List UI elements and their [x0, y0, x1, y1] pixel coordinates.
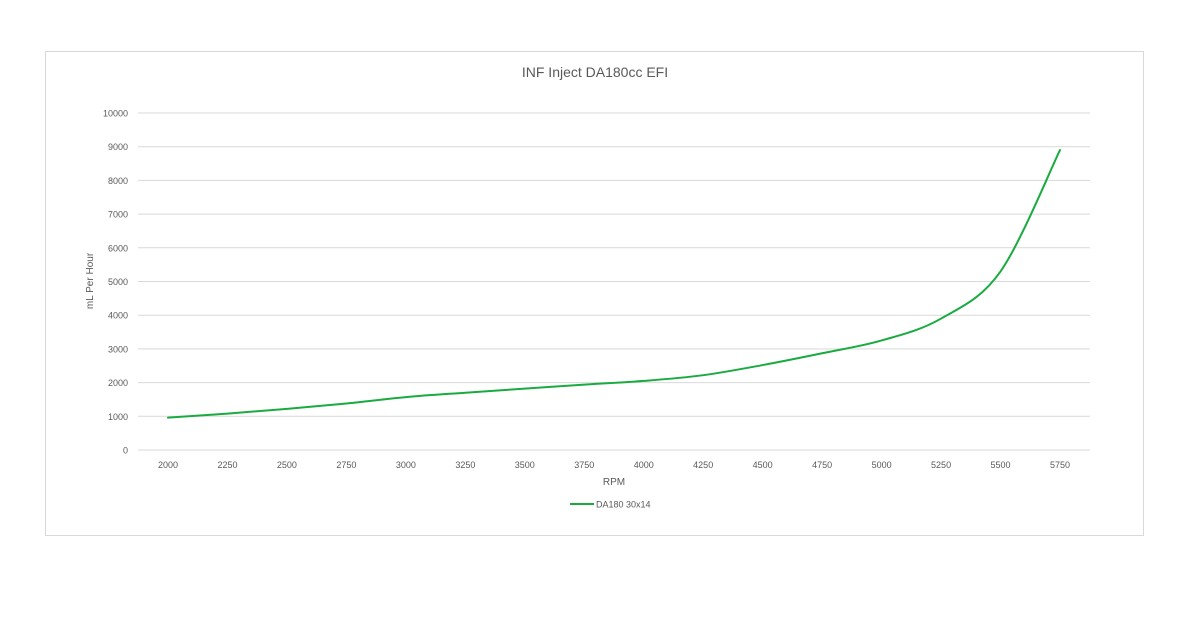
x-tick-label: 2250	[217, 460, 237, 470]
series-lines	[167, 149, 1061, 419]
x-tick-label: 3750	[574, 460, 594, 470]
gridlines	[138, 112, 1090, 451]
y-tick-label: 10000	[103, 109, 128, 119]
x-tick-label: 2750	[336, 460, 356, 470]
y-tick-label: 4000	[108, 311, 128, 321]
y-tick-label: 7000	[108, 210, 128, 220]
x-tick-label: 4750	[812, 460, 832, 470]
x-tick-label: 2000	[158, 460, 178, 470]
chart-frame	[45, 51, 1144, 536]
x-tick-label: 2500	[277, 460, 297, 470]
y-tick-label: 6000	[108, 243, 128, 253]
legend: DA180 30x14	[570, 500, 651, 510]
y-tick-label: 2000	[108, 378, 128, 388]
y-tick-label: 5000	[108, 277, 128, 287]
x-tick-label: 5250	[931, 460, 951, 470]
y-tick-labels: 0 1000 2000 3000 4000 5000 6000 7000 8000 9000 100…	[103, 109, 128, 456]
chart-title: INF Inject DA180cc EFI	[522, 64, 668, 80]
x-tick-label: 4250	[693, 460, 713, 470]
y-tick-label: 1000	[108, 412, 128, 422]
x-tick-label: 3250	[455, 460, 475, 470]
x-tick-labels: 2000 2250 2500 2750 3000 3250 3500 3750 4000 4250…	[158, 460, 1070, 470]
x-tick-label: 5000	[872, 460, 892, 470]
x-tick-label: 4000	[634, 460, 654, 470]
legend-label: DA180 30x14	[596, 500, 651, 510]
x-tick-label: 3500	[515, 460, 535, 470]
y-tick-label: 8000	[108, 176, 128, 186]
x-tick-label: 5500	[991, 460, 1011, 470]
y-tick-label: 9000	[108, 142, 128, 152]
y-axis-label: mL Per Hour	[85, 252, 96, 309]
x-tick-label: 5750	[1050, 460, 1070, 470]
y-tick-label: 0	[123, 446, 128, 456]
x-axis-label: RPM	[603, 477, 625, 488]
x-tick-label: 4500	[753, 460, 773, 470]
x-tick-label: 3000	[396, 460, 416, 470]
series-line	[167, 149, 1061, 419]
y-tick-label: 3000	[108, 344, 128, 354]
